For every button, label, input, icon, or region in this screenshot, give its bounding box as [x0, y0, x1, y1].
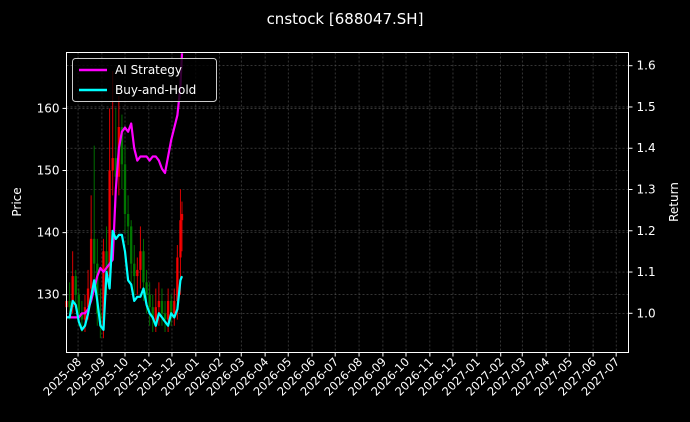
candle-body	[179, 220, 182, 258]
legend: AI Strategy Buy-and-Hold	[72, 58, 217, 102]
series-line-ai-strategy	[66, 53, 184, 319]
right-tick-label: 1.1	[637, 265, 656, 279]
candle-body	[80, 313, 84, 320]
series-lines	[66, 53, 184, 331]
candle-body	[154, 307, 158, 320]
candle-body	[136, 269, 139, 277]
candle-body	[163, 313, 167, 320]
candles	[65, 71, 184, 339]
candle-body	[102, 251, 105, 326]
candle-body	[139, 251, 142, 270]
left-tick-label: 140	[37, 226, 60, 240]
left-tick-label: 130	[37, 288, 60, 302]
candle-body	[180, 213, 184, 221]
y-axis-label-left: Price	[10, 187, 24, 216]
candle-body	[86, 288, 90, 308]
candle-body	[71, 276, 74, 308]
candle-body	[133, 263, 136, 277]
y-axis-label-right: Return	[667, 182, 681, 222]
candle-body	[142, 251, 145, 283]
candle-body	[96, 263, 99, 314]
candle-body	[129, 226, 133, 264]
candle-body	[114, 158, 117, 177]
left-tick-label: 150	[37, 164, 60, 178]
left-tick-label: 160	[37, 101, 60, 115]
candle-body	[108, 170, 111, 277]
candle-body	[145, 282, 148, 295]
candle-body	[126, 213, 130, 227]
right-axis: 1.0 1.1 1.2 1.3 1.4 1.5 1.6	[628, 59, 656, 320]
candle-body	[111, 158, 114, 171]
candle-body	[123, 164, 127, 214]
candle-body	[148, 294, 151, 308]
candle-body	[160, 300, 164, 314]
right-tick-label: 1.0	[637, 306, 656, 320]
left-axis: 130 140 150 160	[37, 101, 67, 302]
right-tick-label: 1.4	[637, 141, 656, 155]
right-tick-label: 1.2	[637, 224, 656, 238]
legend-box	[72, 58, 217, 102]
series-line-buy-and-hold	[66, 229, 184, 331]
candle-body	[77, 294, 81, 314]
candle-body	[166, 300, 170, 320]
legend-label-buy-and-hold: Buy-and-Hold	[115, 83, 196, 97]
candle-body	[176, 257, 179, 301]
candle-body	[68, 300, 71, 308]
chart-title: cnstock [688047.SH]	[267, 10, 424, 28]
candle-body	[157, 300, 161, 308]
right-tick-label: 1.3	[637, 183, 656, 197]
plot-frame	[66, 52, 629, 353]
candle-body	[120, 127, 124, 165]
candle-body	[105, 251, 108, 277]
candle-body	[74, 276, 77, 295]
candle-body	[170, 300, 173, 314]
candle-body	[93, 238, 96, 264]
legend-label-ai-strategy: AI Strategy	[115, 63, 182, 77]
grid	[66, 52, 629, 353]
candle-body	[151, 307, 154, 320]
candle-body	[173, 300, 176, 314]
x-axis: 2025-082025-092025-102025-112025-122026-…	[40, 352, 622, 399]
right-tick-label: 1.5	[637, 100, 656, 114]
right-tick-label: 1.6	[637, 59, 656, 73]
candle-body	[89, 238, 93, 289]
